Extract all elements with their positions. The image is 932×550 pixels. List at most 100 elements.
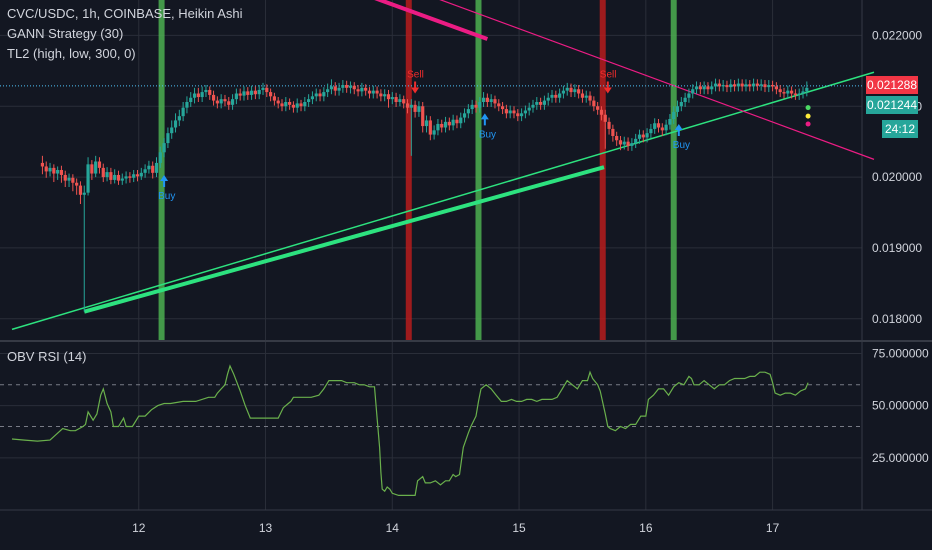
candle-body — [189, 97, 193, 102]
candle-body — [493, 99, 497, 104]
candle-body — [234, 93, 238, 100]
candle-body — [101, 167, 105, 178]
buy-band — [475, 0, 482, 340]
candle-body — [725, 85, 729, 88]
time-axis-tick: 16 — [639, 521, 653, 535]
candle-body — [196, 93, 200, 98]
sell-arrow — [411, 81, 420, 94]
candle-body — [443, 121, 448, 128]
candle-body — [485, 97, 489, 102]
candle-body — [770, 85, 775, 87]
candle-body — [364, 87, 368, 91]
indicator-dot — [805, 105, 811, 111]
obv-rsi-line — [11, 364, 809, 496]
candle-body — [732, 84, 737, 87]
candle-body — [329, 86, 334, 90]
candle-body — [424, 120, 429, 127]
candle-body — [78, 185, 83, 195]
candle-body — [394, 97, 398, 102]
candle-body — [558, 93, 562, 98]
candle-body — [466, 109, 470, 114]
candle-body — [59, 170, 64, 175]
candle-body — [333, 86, 337, 91]
current-price-tag: 0.021244 — [866, 96, 918, 114]
candle-body — [603, 114, 607, 122]
candle-body — [713, 83, 718, 87]
candle-body — [504, 109, 508, 114]
candle-body — [755, 83, 759, 86]
time-axis-tick: 13 — [259, 521, 273, 535]
candle-body — [702, 86, 706, 90]
candle-body — [185, 102, 189, 108]
candle-body — [261, 87, 265, 90]
candle-body — [649, 128, 653, 134]
candle-body — [573, 89, 577, 93]
candle-body — [356, 89, 360, 92]
candle-body — [257, 89, 261, 95]
candle-body — [227, 101, 231, 105]
candle-body — [151, 165, 155, 173]
sell-signal-label: Sell — [600, 70, 617, 81]
candle-body — [299, 103, 303, 107]
candle-body — [337, 87, 341, 91]
buy-signal-label: Buy — [158, 191, 175, 202]
candle-body — [352, 85, 356, 90]
time-axis-tick: 15 — [512, 521, 526, 535]
gann-strategy-label: GANN Strategy (30) — [7, 26, 124, 41]
candle-body — [52, 167, 56, 174]
candle-body — [246, 91, 250, 95]
last-price-tag: 0.021288 — [866, 76, 918, 94]
candle-body — [314, 93, 318, 97]
candle-body — [778, 89, 782, 93]
candle-body — [230, 99, 235, 105]
candle-body — [143, 169, 147, 173]
candle-body — [128, 176, 132, 178]
candle-body — [584, 95, 588, 98]
candle-body — [797, 93, 801, 95]
candle-body — [687, 93, 691, 98]
rsi-axis-tick: 25.000000 — [872, 451, 929, 465]
candle-body — [238, 93, 242, 96]
candle-body — [116, 174, 121, 181]
candle-body — [383, 94, 387, 97]
candle-body — [386, 94, 391, 100]
candle-body — [542, 100, 547, 105]
candle-body — [200, 92, 204, 98]
candle-body — [622, 141, 626, 145]
candle-body — [348, 85, 353, 88]
time-axis-tick: 12 — [132, 521, 146, 535]
candle-body — [413, 104, 417, 112]
candle-body — [618, 140, 623, 145]
candle-body — [177, 116, 181, 121]
candle-body — [105, 172, 109, 178]
candle-body — [683, 97, 687, 102]
candle-body — [588, 95, 592, 101]
candle-body — [86, 164, 90, 193]
candle-body — [607, 121, 611, 129]
obv-rsi-label: OBV RSI (14) — [7, 349, 87, 364]
candle-body — [459, 117, 463, 124]
candle-body — [170, 127, 174, 134]
support-trendline — [11, 71, 875, 331]
candle-body — [512, 110, 516, 114]
candle-body — [67, 177, 71, 181]
candle-body — [173, 120, 178, 128]
candle-body — [550, 94, 554, 98]
candle-body — [751, 83, 756, 87]
candle-body — [398, 99, 402, 102]
candle-body — [748, 84, 752, 87]
candle-body — [82, 192, 86, 195]
sell-signal-label: Sell — [407, 70, 424, 81]
candle-body — [375, 90, 379, 94]
candle-body — [219, 99, 223, 104]
candle-body — [793, 93, 798, 95]
support-trendline-bold — [83, 165, 605, 314]
price-axis-tick: 0.018000 — [872, 312, 922, 326]
buy-signal-label: Buy — [479, 129, 496, 140]
candle-body — [535, 102, 539, 105]
candle-body — [577, 89, 581, 94]
candle-body — [786, 90, 790, 94]
candle-body — [307, 99, 311, 102]
candle-body — [478, 102, 482, 108]
